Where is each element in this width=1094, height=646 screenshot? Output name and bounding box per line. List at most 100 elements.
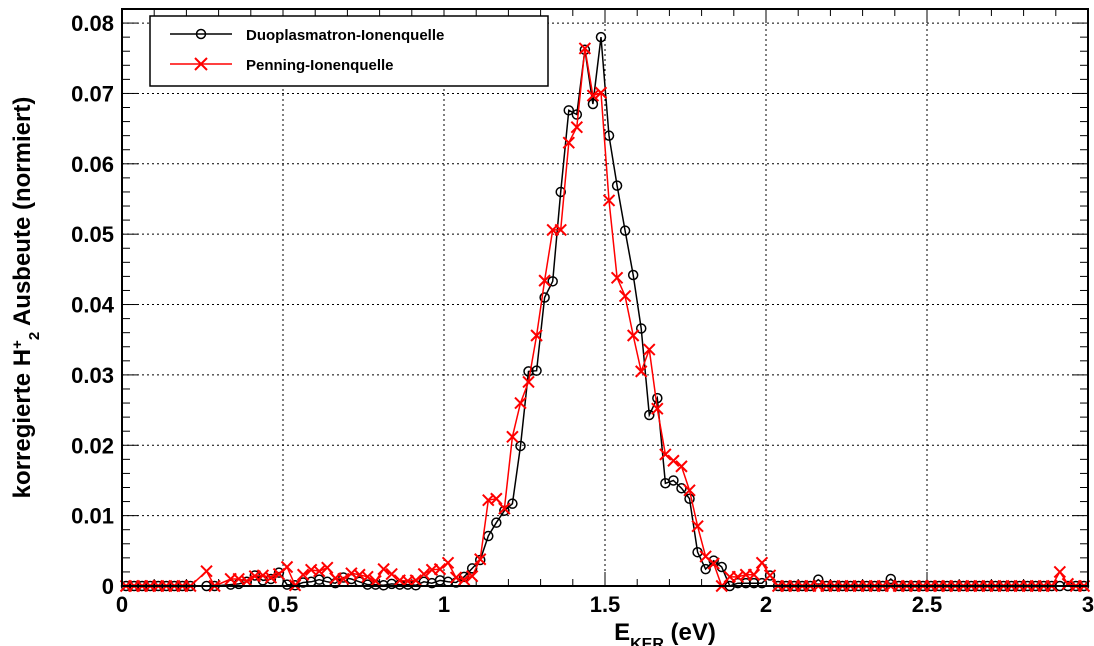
data-point: [651, 402, 664, 415]
data-point: [667, 454, 680, 467]
data-point: [538, 274, 551, 287]
data-point: [595, 31, 607, 43]
series-layer: [119, 31, 1091, 593]
y-tick-label: 0.03: [71, 363, 114, 388]
data-point: [441, 556, 455, 569]
data-point: [458, 571, 470, 583]
data-point: [465, 569, 479, 583]
data-point: [515, 440, 526, 452]
data-point: [763, 569, 777, 582]
x-axis-title-main: E: [614, 619, 630, 646]
y-tick-label: 0.08: [71, 11, 114, 36]
data-point: [506, 430, 519, 444]
data-point: [296, 568, 310, 581]
data-point: [732, 577, 744, 589]
x-tick-label: 2.5: [912, 592, 943, 617]
data-point: [264, 571, 278, 584]
legend: Duoplasmatron-Ionenquelle Penning-Ionenq…: [149, 15, 549, 87]
data-point: [554, 223, 567, 237]
data-point: [610, 271, 624, 285]
data-point: [707, 557, 720, 570]
data-point: [618, 289, 632, 303]
data-point: [885, 573, 897, 585]
y-tick-label: 0.02: [71, 433, 114, 458]
data-point: [433, 562, 447, 576]
y-tick-label: 0: [102, 574, 114, 599]
data-point: [683, 484, 696, 497]
data-point: [434, 575, 446, 586]
data-point: [562, 136, 575, 149]
data-point: [578, 42, 592, 55]
data-point: [539, 292, 550, 303]
data-point: [498, 502, 511, 515]
x-tick-label: 1: [438, 592, 450, 617]
data-point: [563, 105, 575, 116]
y-axis-title-sup: +: [9, 340, 26, 349]
data-point: [280, 560, 294, 574]
x-axis-title-rest: (eV): [664, 619, 716, 646]
data-point: [586, 89, 600, 102]
data-point: [611, 180, 623, 191]
legend-marker-duoplasmatron: [195, 28, 207, 40]
data-point: [644, 409, 655, 421]
data-point: [281, 579, 293, 590]
y-axis-title: korregierte H+2 Ausbeute (normiert): [9, 97, 43, 499]
y-tick-label: 0.07: [71, 81, 114, 106]
y-axis-title-post: Ausbeute (normiert): [9, 97, 36, 332]
data-point: [570, 121, 584, 134]
x-axis-title: EKER (eV): [614, 619, 716, 646]
data-point: [813, 574, 824, 585]
data-point: [531, 365, 542, 376]
grid: [122, 9, 1088, 586]
legend-marker-penning: [194, 57, 208, 71]
data-point: [675, 460, 688, 473]
data-point: [409, 574, 423, 587]
data-point: [491, 517, 502, 528]
data-point: [457, 573, 471, 586]
data-point: [643, 343, 656, 356]
data-point: [321, 561, 334, 574]
data-point: [764, 570, 776, 581]
data-point: [514, 396, 527, 410]
y-tick-label: 0.01: [71, 504, 114, 529]
data-point: [748, 577, 760, 589]
x-tick-label: 0.5: [268, 592, 299, 617]
x-tick-label: 0: [116, 592, 128, 617]
data-point: [668, 475, 679, 486]
data-point: [626, 329, 640, 342]
data-point: [635, 323, 647, 334]
data-point: [555, 186, 566, 198]
data-point: [594, 86, 608, 99]
x-axis-title-sub: KER: [630, 636, 664, 646]
tick-labels: 0 0.5 1 1.5 2 2.5 3 0 0.01 0.02 0.03 0.04 0.05 0.06 0.…: [71, 11, 1094, 617]
data-point: [474, 553, 487, 566]
data-point: [240, 574, 253, 588]
data-point: [756, 577, 768, 589]
data-point: [337, 572, 350, 586]
data-point: [490, 492, 503, 505]
legend-label-penning: Penning-Ionenquelle: [246, 57, 394, 74]
data-point: [547, 276, 558, 287]
x-tick-label: 1.5: [590, 592, 621, 617]
data-point: [587, 98, 599, 110]
data-point: [635, 365, 648, 378]
y-tick-label: 0.06: [71, 152, 114, 177]
data-point: [676, 482, 687, 494]
x-tick-label: 2: [760, 592, 772, 617]
data-point: [361, 570, 374, 584]
y-tick-label: 0.05: [71, 222, 114, 247]
data-point: [619, 225, 631, 236]
data-point: [200, 565, 213, 578]
y-axis-title-pre: korregierte H: [9, 349, 36, 498]
data-point: [602, 194, 616, 207]
data-point: [417, 567, 431, 581]
y-tick-label: 0.04: [71, 293, 115, 318]
data-point: [755, 556, 769, 569]
data-point: [385, 567, 398, 581]
data-point: [747, 568, 761, 581]
data-point: [1053, 565, 1067, 579]
data-point: [522, 375, 535, 389]
legend-box: [149, 15, 549, 87]
